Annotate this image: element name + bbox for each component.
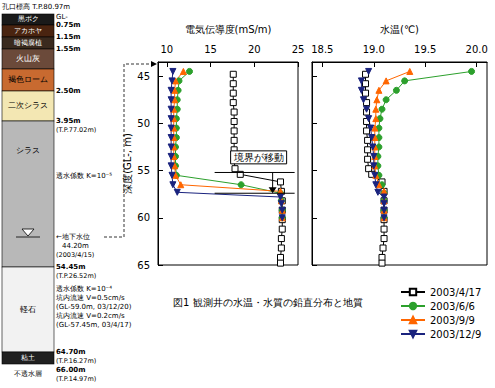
svg-text:19.0: 19.0 (363, 44, 385, 55)
svg-text:火山灰: 火山灰 (16, 54, 40, 63)
svg-text:65: 65 (137, 260, 150, 271)
svg-text:54.45m: 54.45m (56, 263, 85, 271)
svg-text:55: 55 (137, 165, 150, 176)
svg-text:2003/4/17: 2003/4/17 (430, 287, 481, 298)
svg-text:←地下水位: ←地下水位 (56, 233, 90, 241)
svg-text:黒ボク: 黒ボク (18, 15, 39, 23)
svg-text:(GL-57.45m, 03/4/17): (GL-57.45m, 03/4/17) (56, 321, 132, 329)
svg-text:19.5: 19.5 (414, 44, 436, 55)
svg-text:(2003/4/15): (2003/4/15) (56, 251, 94, 259)
svg-text:44.20m: 44.20m (62, 242, 89, 250)
svg-text:0.75m: 0.75m (56, 21, 81, 29)
svg-text:3.95m: 3.95m (56, 117, 81, 125)
svg-text:坑内流速 V=0.5cm/s: 坑内流速 V=0.5cm/s (55, 294, 125, 302)
svg-text:(T.P.26.52m): (T.P.26.52m) (56, 272, 96, 280)
svg-text:図1 観測井の水温・水質の鉛直分布と地質: 図1 観測井の水温・水質の鉛直分布と地質 (173, 297, 363, 308)
svg-text:軽石: 軽石 (20, 305, 36, 314)
svg-text:二次シラス: 二次シラス (8, 101, 48, 110)
svg-text:(T.P.16.27m): (T.P.16.27m) (56, 357, 96, 365)
svg-text:25: 25 (292, 44, 305, 55)
svg-text:60: 60 (137, 212, 150, 223)
svg-text:2003/6/6: 2003/6/6 (430, 301, 475, 312)
svg-text:透水係数 K=10⁻⁵: 透水係数 K=10⁻⁵ (56, 172, 112, 180)
svg-text:20.0: 20.0 (466, 44, 488, 55)
svg-text:アカホヤ: アカホヤ (14, 27, 42, 35)
svg-text:2003/12/9: 2003/12/9 (430, 329, 481, 340)
svg-text:1.15m: 1.15m (56, 33, 81, 41)
svg-text:20: 20 (248, 44, 261, 55)
svg-text:50: 50 (137, 118, 150, 129)
svg-text:坑内流速 V=0.2cm/s: 坑内流速 V=0.2cm/s (55, 312, 125, 320)
svg-text:66.00m: 66.00m (56, 366, 85, 374)
svg-text:透水係数 K=10⁻⁴: 透水係数 K=10⁻⁴ (56, 285, 112, 293)
svg-text:(T.P.77.02m): (T.P.77.02m) (56, 126, 96, 134)
svg-text:2003/9/9: 2003/9/9 (430, 315, 475, 326)
svg-text:(T.P.14.97m): (T.P.14.97m) (56, 375, 96, 383)
svg-text:不透水層: 不透水層 (14, 370, 42, 378)
svg-text:孔口標高 T.P.80.97m: 孔口標高 T.P.80.97m (2, 3, 70, 11)
svg-text:10: 10 (160, 44, 173, 55)
svg-text:15: 15 (204, 44, 217, 55)
svg-text:1.55m: 1.55m (56, 45, 81, 53)
svg-text:水温(℃): 水温(℃) (380, 24, 419, 35)
svg-text:GL-: GL- (56, 13, 68, 21)
svg-text:シラス: シラス (16, 146, 40, 155)
svg-text:電気伝導度(mS/m): 電気伝導度(mS/m) (184, 24, 271, 35)
svg-text:(GL-59.0m, 03/12/20): (GL-59.0m, 03/12/20) (56, 303, 132, 311)
svg-text:64.70m: 64.70m (56, 348, 85, 356)
svg-text:深度(GL-, m): 深度(GL-, m) (122, 133, 133, 194)
svg-text:褐色ローム: 褐色ローム (8, 75, 48, 84)
svg-text:境界が移動: 境界が移動 (233, 152, 284, 163)
svg-text:2.50m: 2.50m (56, 87, 81, 95)
svg-text:18.5: 18.5 (311, 44, 333, 55)
svg-text:45: 45 (137, 71, 150, 82)
svg-text:粘土: 粘土 (21, 354, 35, 362)
svg-text:暗褐腐植: 暗褐腐植 (14, 39, 42, 47)
